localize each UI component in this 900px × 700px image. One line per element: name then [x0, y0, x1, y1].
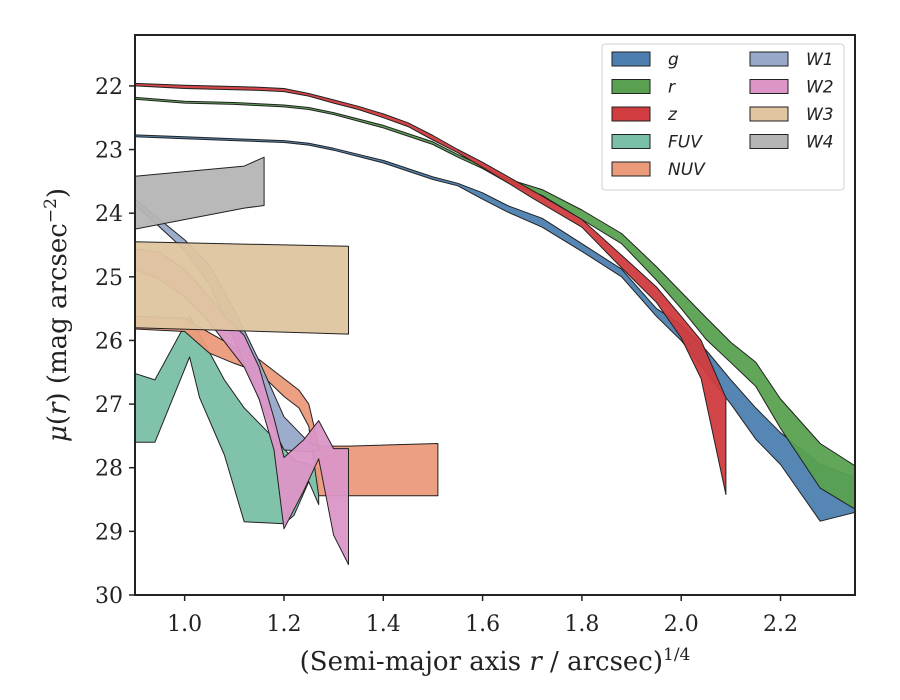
legend-label: z [667, 105, 678, 125]
y-tick-label: 28 [95, 457, 123, 482]
series-bands [135, 82, 855, 565]
series-band-w3 [135, 241, 349, 335]
legend-label: W3 [806, 105, 834, 125]
legend-item-w4: W4 [749, 133, 834, 153]
y-tick-label: 23 [95, 139, 123, 164]
legend-item-w1: W1 [749, 50, 834, 70]
plot-frame [134, 34, 856, 596]
legend-item-w3: W3 [749, 105, 834, 125]
legend-swatch [611, 161, 651, 177]
y-tick-label: 27 [95, 393, 123, 418]
legend-item-w2: W2 [749, 78, 834, 98]
legend-item-g: g [611, 50, 679, 70]
legend-swatch [749, 51, 789, 67]
legend-swatch [749, 79, 789, 94]
legend-label: g [668, 50, 679, 70]
x-axis-label: (Semi-major axis r / arcsec)1/4 [300, 645, 691, 677]
x-tick-label: 2.0 [664, 612, 699, 637]
legend-swatch [611, 79, 651, 94]
legend-swatch [749, 106, 789, 122]
legend-swatch [611, 51, 651, 67]
x-tick-label: 1.6 [465, 612, 500, 637]
legend-item-r: r [611, 78, 676, 98]
legend-swatch [611, 106, 651, 122]
y-tick-label: 25 [95, 266, 123, 291]
x-tick-label: 1.4 [366, 612, 401, 637]
y-axis-ticks: 22 23 24 25 26 27 28 29 30 [95, 75, 135, 609]
legend-item-z: z [611, 105, 678, 125]
x-tick-label: 1.8 [564, 612, 599, 637]
x-tick-label: 1.2 [266, 612, 301, 637]
x-tick-label: 2.2 [763, 612, 798, 637]
series-band-z [135, 82, 727, 495]
y-tick-label: 24 [95, 202, 123, 227]
x-axis-ticks: 1.0 1.2 1.4 1.6 1.8 2.0 2.2 [167, 595, 798, 637]
y-tick-label: 30 [95, 584, 123, 609]
legend-label: W2 [806, 78, 834, 98]
series-band-w4 [135, 156, 265, 230]
series-band-r [135, 96, 855, 510]
y-tick-label: 29 [95, 520, 123, 545]
legend: grz FUV NUV W1 W2 W3 W4 [601, 43, 845, 191]
x-tick-label: 1.0 [167, 612, 202, 637]
legend-item-nuv: NUV [611, 160, 706, 180]
legend-label: W1 [806, 50, 834, 70]
legend-swatch [611, 134, 651, 149]
legend-label: NUV [668, 160, 706, 180]
series-band-g [135, 134, 855, 522]
y-tick-label: 26 [95, 329, 123, 354]
legend-label: W4 [806, 133, 834, 153]
legend-label: r [668, 78, 676, 98]
legend-label: FUV [668, 133, 703, 153]
legend-swatch [749, 134, 789, 149]
y-tick-label: 22 [95, 75, 123, 100]
y-axis-label: μ(r) (mag arcsec−2) [41, 188, 73, 442]
legend-item-fuv: FUV [611, 133, 703, 153]
